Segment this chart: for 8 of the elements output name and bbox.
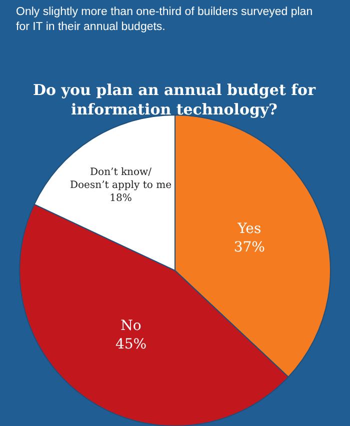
slice-label: No — [120, 318, 142, 334]
data-label: 45% — [115, 336, 147, 352]
data-label: 37% — [234, 239, 265, 256]
chart-title: Do you plan an annual budget for information technology? — [33, 81, 317, 118]
chart-subtitle: Only slightly more than one-third of builders surveyed plan for IT in their annual budgets. — [16, 6, 313, 33]
slice-label: Yes — [236, 221, 262, 238]
slice-label: Don’t know/ Doesn’t apply to me — [70, 166, 172, 191]
data-label: 18% — [110, 192, 132, 204]
